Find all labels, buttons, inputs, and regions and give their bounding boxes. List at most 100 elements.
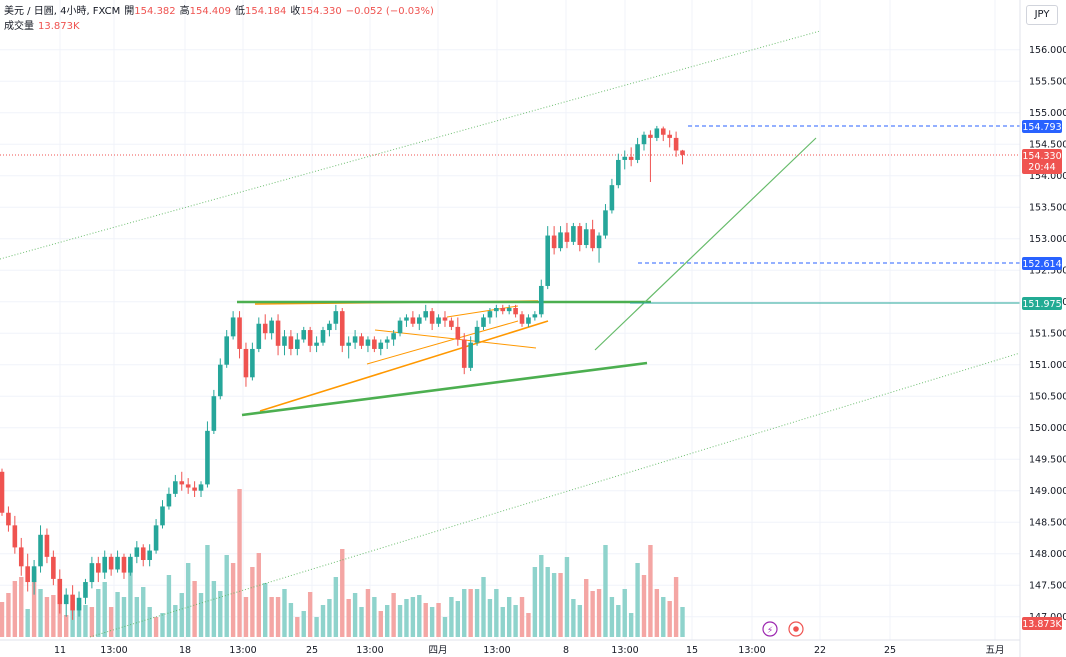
candle-body: [12, 525, 18, 548]
volume-axis-label: 13.873K: [1022, 619, 1062, 630]
volume-bar: [558, 573, 563, 637]
volume-bar: [301, 611, 306, 637]
candle-body: [596, 235, 602, 249]
price-tick-label: 156.000: [1029, 45, 1066, 56]
volume-bar: [12, 581, 18, 637]
volume-bar: [314, 617, 319, 637]
candle-body: [474, 326, 480, 343]
low-line-label: 152.614: [1022, 259, 1061, 270]
candle-body: [538, 285, 544, 315]
time-tick-label: 13:00: [100, 645, 127, 656]
volume-bar: [455, 601, 461, 637]
volume-bar: [584, 579, 589, 637]
candle-body: [378, 342, 384, 349]
candle-body: [217, 364, 223, 397]
candle-body: [166, 493, 172, 507]
candle-body: [359, 336, 364, 346]
volume-bar: [551, 573, 557, 637]
price-tick-label: 153.500: [1029, 203, 1066, 214]
volume-bar: [571, 599, 576, 637]
candle-body: [89, 563, 95, 583]
candle-body: [583, 229, 589, 245]
candle-body: [51, 556, 56, 579]
horizontal-line-label: 151.975: [1022, 299, 1061, 310]
volume-bar: [25, 609, 30, 637]
price-tick-label: 149.500: [1029, 455, 1066, 466]
candle-body: [147, 550, 152, 560]
price-tick-label: 155.000: [1029, 108, 1066, 119]
candle-body: [673, 137, 679, 151]
currency-button[interactable]: JPY: [1026, 5, 1058, 25]
volume-bar: [307, 592, 313, 637]
price-tick-label: 154.000: [1029, 171, 1066, 182]
low-label: 低: [235, 6, 246, 17]
candle-body: [256, 323, 262, 349]
volume-bar: [269, 597, 274, 637]
candle-body: [38, 534, 43, 567]
volume-bar: [519, 597, 525, 637]
candle-body: [680, 150, 685, 155]
candle-body: [577, 226, 583, 245]
volume-bar: [147, 607, 152, 637]
candle-body: [179, 481, 185, 485]
candle-body: [423, 311, 429, 318]
candle-body: [487, 311, 493, 318]
volume-bar: [224, 555, 229, 637]
time-tick-label: 13:00: [738, 645, 765, 656]
candle-body: [295, 339, 300, 349]
volume-bar: [44, 597, 50, 637]
candle-body: [269, 320, 274, 334]
volume-bar: [320, 605, 326, 637]
time-tick-label: 四月: [428, 645, 447, 656]
candle-body: [0, 471, 5, 513]
chart-legend: 美元 / 日圓, 4小時, FXCM 開154.382 高154.409 低154.1…: [4, 4, 434, 34]
volume-bar: [295, 617, 300, 637]
candle-body: [275, 320, 281, 346]
candle-body: [564, 232, 570, 242]
volume-bar: [128, 565, 133, 637]
last-price-label: 154.330: [1022, 151, 1061, 162]
candle-body: [301, 330, 307, 340]
candle-body: [648, 134, 653, 138]
volume-bar: [442, 617, 448, 637]
symbol-label[interactable]: 美元 / 日圓, 4小時, FXCM: [4, 6, 121, 17]
volume-bar: [243, 597, 249, 637]
volume-bar: [481, 577, 486, 637]
candle-body: [494, 308, 499, 312]
volume-bar: [622, 589, 627, 637]
volume-bar: [487, 599, 493, 637]
volume-bar: [667, 601, 672, 637]
candle-body: [25, 566, 30, 583]
candle-body: [622, 156, 628, 160]
candle-body: [384, 339, 390, 343]
candle-body: [153, 525, 159, 551]
ohlc-row: 美元 / 日圓, 4小時, FXCM 開154.382 高154.409 低154.1…: [4, 4, 434, 19]
candle-body: [31, 566, 37, 583]
volume-bar: [449, 597, 454, 637]
volume-bar: [6, 593, 11, 637]
volume-bar: [385, 605, 390, 637]
volume-bar: [31, 569, 37, 637]
volume-bar: [263, 583, 268, 637]
rising-support-line: [241, 361, 648, 417]
candle-body: [314, 342, 319, 346]
candle-body: [571, 226, 576, 242]
candle-body: [96, 563, 101, 573]
candle-body: [660, 128, 666, 135]
triangle-lower-line: [259, 320, 549, 412]
candle-body: [230, 317, 236, 337]
volume-bar: [288, 603, 294, 637]
candle-body: [333, 311, 339, 324]
candle-body: [115, 556, 120, 570]
candle-body: [404, 317, 409, 321]
candle-body: [545, 235, 550, 286]
low-line-label-bg: [1022, 257, 1062, 270]
volume-bar: [616, 605, 621, 637]
volume-label[interactable]: 成交量: [4, 21, 34, 32]
volume-bar: [603, 545, 608, 637]
volume-bar: [365, 589, 371, 637]
last-price-label-bg: [1022, 149, 1062, 174]
volume-bar: [218, 591, 223, 637]
volume-bar: [108, 607, 114, 637]
